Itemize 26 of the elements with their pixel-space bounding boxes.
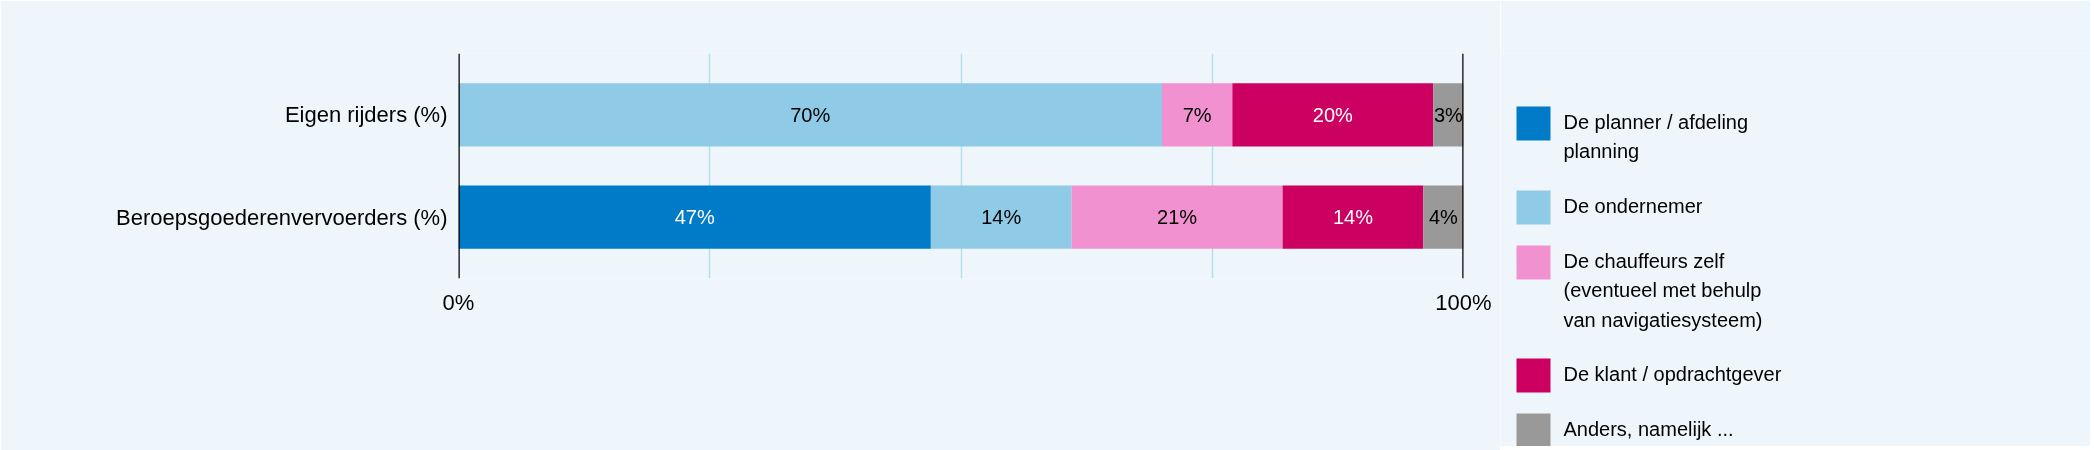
x-tick-label: 0%: [442, 289, 475, 315]
data-label: 4%: [1428, 206, 1459, 229]
x-tick-label: 100%: [1435, 289, 1492, 315]
data-label: 21%: [1157, 206, 1198, 229]
y-tick-label: Eigen rijders (%): [284, 102, 448, 128]
legend-label: Anders, namelijk ...: [1563, 417, 1734, 440]
bar: [458, 185, 931, 249]
bar: [930, 185, 1072, 249]
data-label: 7%: [1182, 103, 1212, 126]
y-tick-label: Beroepsgoederenvervoerders (%): [116, 204, 448, 230]
legend-label: De ondernemer: [1563, 194, 1703, 217]
data-label: 47%: [674, 206, 715, 229]
bar: [458, 83, 1162, 147]
legend-label: De klant / opdrachtgever: [1563, 362, 1782, 385]
bar: [1162, 83, 1233, 147]
data-label: 14%: [1332, 206, 1374, 229]
bar: [1232, 83, 1434, 147]
data-label: 20%: [1312, 103, 1354, 126]
bar: [1423, 185, 1464, 249]
data-label: 14%: [981, 206, 1022, 229]
bar: [1282, 185, 1424, 249]
bar: [1071, 185, 1283, 249]
data-label: 3%: [1433, 103, 1464, 126]
legend-label: De planner / afdeling planning: [1563, 110, 1749, 163]
legend-label: De chauffeurs zelf (eventueel met behulp van navigatiesysteem): [1563, 249, 1763, 331]
data-label: 70%: [790, 103, 831, 126]
